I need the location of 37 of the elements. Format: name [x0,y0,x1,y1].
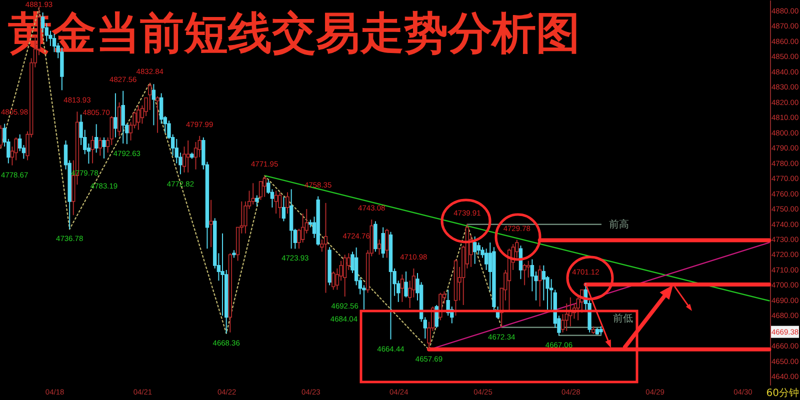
text: 60分钟 [766,387,799,399]
candlestick [472,236,477,264]
candlestick [522,263,526,286]
candlestick [286,192,290,214]
candlestick [438,292,442,321]
candlestick [94,124,98,154]
candlestick [148,82,152,110]
candlestick [476,242,481,256]
candlestick [381,226,385,258]
candlestick [385,228,389,258]
candlestick [400,274,404,302]
candlestick [278,192,282,219]
candlestick [186,140,190,173]
candlestick [98,136,102,156]
candlestick [102,136,106,159]
candlestick [262,175,266,198]
candlestick [121,90,125,144]
candlestick [156,96,160,134]
candlestick [255,194,259,206]
candlestick [136,104,140,130]
candlestick [526,260,530,278]
candlestick [114,92,118,138]
candlestick [90,135,94,164]
candlestick [209,199,213,248]
candlestick [282,196,286,222]
candlestick [538,264,542,308]
candlestick [484,248,488,270]
candlestick [324,202,328,294]
candlestick [251,182,255,205]
candlestick [404,270,408,298]
candlestick [343,254,347,298]
candlestick [274,190,278,214]
annotation: 前高 [609,218,630,230]
candlestick [332,270,336,290]
candlestick [377,239,382,256]
annotation: 前低 [613,312,634,324]
candlestick [152,84,156,126]
